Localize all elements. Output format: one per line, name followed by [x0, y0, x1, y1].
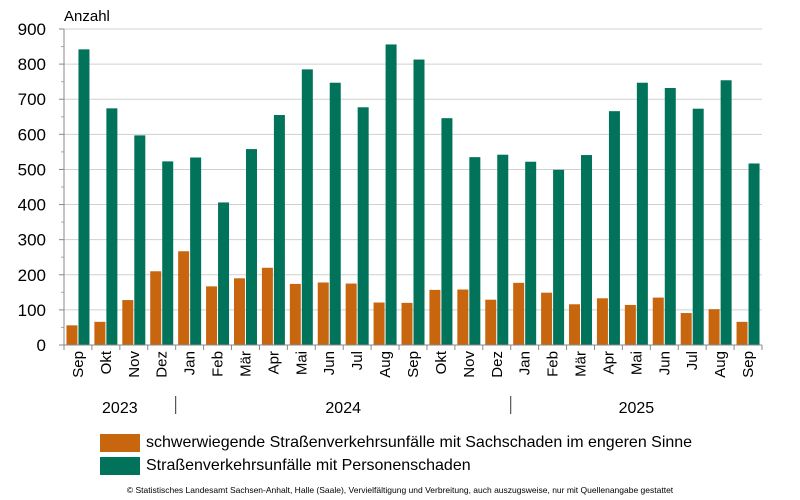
bar-sachschaden	[261, 267, 273, 345]
x-tick-label: Jun	[321, 351, 338, 375]
bar-personenschaden	[581, 155, 593, 345]
bar-sachschaden	[178, 251, 190, 345]
x-tick-label: Dez	[489, 351, 506, 378]
bar-sachschaden	[680, 313, 692, 345]
x-tick-label: Okt	[433, 350, 450, 374]
legend-label: Straßenverkehrsunfälle mit Personenschad…	[146, 457, 471, 474]
bar-sachschaden	[541, 292, 553, 345]
bar-sachschaden	[624, 304, 636, 345]
bar-sachschaden	[596, 298, 608, 345]
x-tick-label: Jan	[182, 351, 199, 375]
bar-personenschaden	[748, 163, 760, 345]
y-tick-label: 500	[18, 160, 46, 179]
bar-sachschaden	[206, 286, 218, 345]
bar-personenschaden	[273, 115, 285, 346]
x-tick-label: Jan	[517, 351, 534, 375]
bar-sachschaden	[652, 297, 664, 345]
y-tick-label: 600	[18, 125, 46, 144]
bar-personenschaden	[162, 161, 174, 345]
x-tick-label: Mai	[628, 351, 645, 375]
legend-swatch	[100, 457, 140, 475]
x-tick-label: Jun	[656, 351, 673, 375]
bar-personenschaden	[329, 82, 341, 345]
bar-personenschaden	[78, 49, 90, 346]
bar-personenschaden	[469, 157, 481, 345]
bar-sachschaden	[66, 325, 78, 345]
x-tick-label: Feb	[545, 351, 562, 377]
x-tick-label: Feb	[210, 351, 227, 377]
bar-sachschaden	[457, 289, 469, 345]
bar-personenschaden	[525, 161, 537, 345]
legend-item-personenschaden: Straßenverkehrsunfälle mit Personenschad…	[100, 457, 471, 475]
legend-item-sachschaden: schwerwiegende Straßenverkehrsunfälle mi…	[100, 434, 692, 452]
bar-sachschaden	[150, 271, 162, 345]
y-tick-label: 800	[18, 55, 46, 74]
bar-personenschaden	[413, 59, 425, 346]
x-tick-label: Nov	[126, 351, 143, 378]
x-tick-label: Aug	[712, 351, 729, 378]
bar-sachschaden	[317, 282, 329, 345]
bar-sachschaden	[289, 283, 301, 345]
y-tick-label: 300	[18, 231, 46, 250]
bar-personenschaden	[636, 82, 648, 345]
x-tick-label: Apr	[265, 351, 282, 374]
year-label: 2025	[619, 400, 655, 417]
x-tick-label: Sep	[405, 351, 422, 378]
bar-sachschaden	[94, 321, 106, 345]
x-tick-label: Jul	[349, 351, 366, 370]
x-tick-label: Mär	[573, 351, 590, 377]
y-tick-label: 400	[18, 196, 46, 215]
bar-sachschaden	[708, 309, 720, 345]
bar-personenschaden	[692, 108, 704, 345]
x-tick-label: Apr	[600, 351, 617, 374]
y-tick-label: 0	[37, 336, 46, 355]
x-tick-label: Mai	[293, 351, 310, 375]
legend-label: schwerwiegende Straßenverkehrsunfälle mi…	[146, 434, 693, 451]
x-tick-label: Jul	[684, 351, 701, 370]
bar-sachschaden	[736, 321, 748, 345]
bar-personenschaden	[608, 111, 620, 345]
bar-sachschaden	[373, 302, 385, 345]
legend-swatch	[100, 434, 140, 452]
x-tick-label: Okt	[98, 350, 115, 374]
x-tick-label: Sep	[740, 351, 757, 378]
x-tick-label: Sep	[70, 351, 87, 378]
year-label: 2023	[102, 400, 138, 417]
bar-sachschaden	[569, 304, 581, 345]
bar-sachschaden	[513, 282, 525, 345]
x-tick-label: Mär	[237, 351, 254, 377]
bar-personenschaden	[441, 118, 453, 345]
bar-personenschaden	[301, 69, 313, 345]
bar-personenschaden	[385, 44, 397, 346]
copyright-footer: © Statistisches Landesamt Sachsen-Anhalt…	[126, 485, 674, 495]
bar-sachschaden	[233, 278, 245, 345]
bar-sachschaden	[122, 300, 134, 345]
bar-personenschaden	[134, 135, 146, 345]
bar-personenschaden	[106, 108, 118, 346]
bar-personenschaden	[720, 80, 732, 346]
x-tick-label: Dez	[154, 351, 171, 378]
bar-sachschaden	[345, 283, 357, 345]
x-tick-label: Aug	[377, 351, 394, 378]
bar-personenschaden	[553, 169, 565, 345]
bar-sachschaden	[401, 302, 413, 345]
y-tick-label: 900	[18, 20, 46, 39]
bar-personenschaden	[497, 154, 509, 345]
bar-personenschaden	[190, 157, 202, 345]
bar-personenschaden	[245, 149, 257, 345]
y-axis-label: Anzahl	[64, 8, 110, 25]
y-tick-label: 100	[18, 301, 46, 320]
year-label: 2024	[325, 400, 361, 417]
bar-personenschaden	[218, 202, 230, 345]
bar-personenschaden	[357, 107, 369, 345]
bar-sachschaden	[485, 299, 497, 345]
x-tick-label: Nov	[461, 351, 478, 378]
y-tick-label: 700	[18, 90, 46, 109]
y-tick-label: 200	[18, 266, 46, 285]
bar-sachschaden	[429, 289, 441, 345]
bar-personenschaden	[664, 87, 676, 345]
